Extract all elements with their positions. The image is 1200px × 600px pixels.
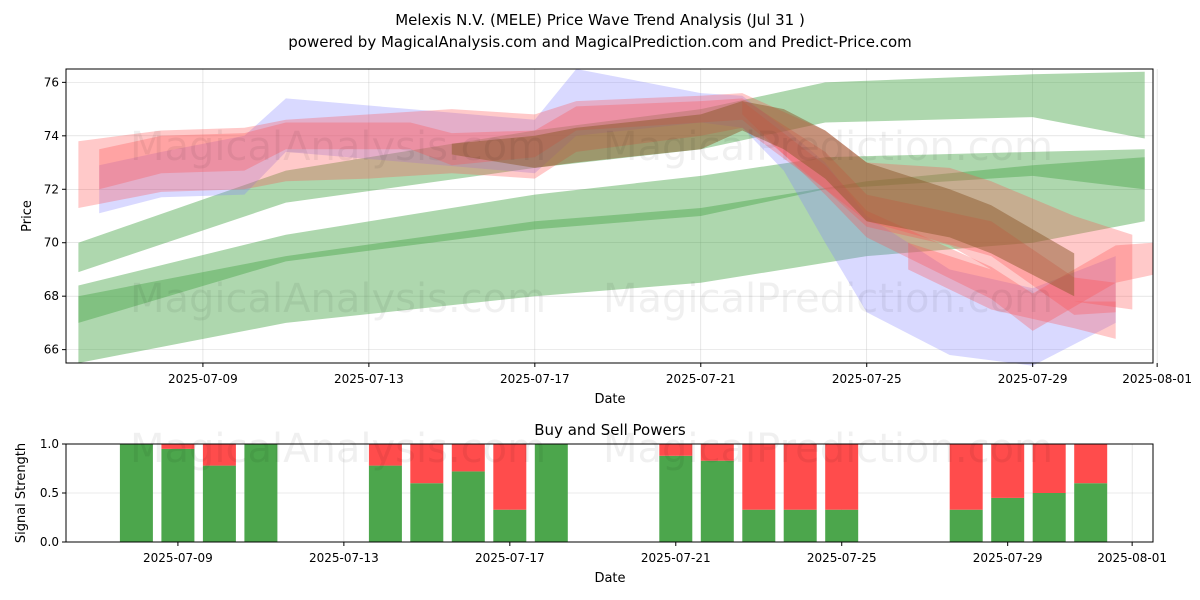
price-band-green-0	[78, 71, 1145, 273]
bottom-y-tick-label: 0.5	[40, 486, 59, 500]
buy-bar	[493, 509, 527, 542]
price-band-green-1	[78, 149, 1145, 323]
bottom-y-tick-label: 1.0	[40, 437, 59, 451]
top-y-ticks: 66 68 70 72 74 76	[44, 75, 66, 357]
sell-bar	[949, 444, 983, 510]
price-band-brown-8	[451, 101, 1075, 297]
top-y-tick-label: 76	[44, 75, 59, 89]
buy-bar	[825, 509, 859, 542]
price-band-red-7	[908, 242, 1116, 339]
sell-bar	[451, 444, 485, 472]
bottom-x-tick-label: 2025-07-25	[807, 551, 877, 565]
watermark-left-upper: MagicalAnalysis.com	[130, 124, 546, 170]
buy-bar	[202, 465, 236, 542]
bottom-x-ticks: 2025-07-09 2025-07-13 2025-07-17 2025-07-21…	[143, 542, 1167, 565]
top-y-tick-label: 66	[44, 343, 59, 357]
buy-bar	[410, 483, 444, 542]
top-x-tick-label: 2025-07-29	[998, 372, 1068, 386]
buy-bar	[368, 465, 402, 542]
top-x-axis-label: Date	[594, 392, 625, 407]
top-plot-frame	[65, 68, 1154, 364]
top-x-tick-label: 2025-07-25	[832, 372, 902, 386]
top-x-tick-label: 2025-07-21	[666, 372, 736, 386]
top-x-tick-label: 2025-07-13	[334, 372, 404, 386]
top-y-tick-label: 70	[44, 236, 59, 250]
buy-bar	[244, 444, 278, 542]
top-y-tick-label: 74	[44, 129, 59, 143]
top-y-tick-label: 68	[44, 289, 59, 303]
sell-bar	[368, 444, 402, 466]
bottom-y-ticks: 0.0 0.5 1.0	[40, 437, 66, 549]
buy-bar	[1074, 483, 1108, 542]
sell-bar	[1032, 444, 1066, 493]
buy-bar	[783, 509, 817, 542]
watermark-right-upper: MagicalPrediction.com	[603, 124, 1053, 170]
sell-bar	[825, 444, 859, 510]
buy-bar	[991, 497, 1025, 542]
bottom-x-tick-label: 2025-07-29	[973, 551, 1043, 565]
sell-bar	[202, 444, 236, 466]
price-band-blue-3	[99, 69, 1116, 366]
sell-bar	[161, 444, 195, 449]
top-x-tick-label: 2025-08-01	[1122, 372, 1192, 386]
bottom-x-tick-label: 2025-07-13	[309, 551, 379, 565]
buy-bar	[742, 509, 776, 542]
sell-bar	[700, 444, 734, 461]
watermark-right-lower: MagicalPrediction.com	[603, 276, 1053, 322]
sell-bar	[659, 444, 693, 456]
top-y-axis-label: Price	[20, 200, 35, 232]
sell-bar	[1074, 444, 1108, 484]
buy-bar	[949, 509, 983, 542]
bottom-x-tick-label: 2025-07-17	[475, 551, 545, 565]
chart-title: Melexis N.V. (MELE) Price Wave Trend Ana…	[395, 11, 805, 29]
watermark-right-bottom: MagicalPrediction.com	[603, 426, 1053, 472]
buy-bar	[451, 471, 485, 542]
price-bands	[78, 69, 1153, 366]
sell-bar	[493, 444, 527, 510]
signal-bars	[119, 444, 1108, 542]
top-x-tick-label: 2025-07-17	[500, 372, 570, 386]
top-watermarks: MagicalAnalysis.com MagicalPrediction.co…	[130, 124, 1053, 322]
watermark-left-lower: MagicalAnalysis.com	[130, 276, 546, 322]
bottom-y-axis-label: Signal Strength	[14, 443, 29, 543]
bottom-x-tick-label: 2025-07-21	[641, 551, 711, 565]
buy-bar	[700, 460, 734, 542]
sell-bar	[742, 444, 776, 510]
buy-bar	[161, 448, 195, 542]
bottom-chart-title: Buy and Sell Powers	[534, 421, 686, 439]
bottom-x-axis-label: Date	[594, 571, 625, 586]
bottom-y-tick-label: 0.0	[40, 535, 59, 549]
bottom-watermarks: MagicalAnalysis.com MagicalPrediction.co…	[130, 426, 1053, 472]
buy-bar	[534, 444, 568, 542]
price-band-red-4	[78, 93, 1133, 310]
buy-bar	[1032, 493, 1066, 542]
bottom-x-tick-label: 2025-07-09	[143, 551, 213, 565]
bottom-x-tick-label: 2025-08-01	[1097, 551, 1167, 565]
buy-bar	[119, 444, 153, 542]
watermark-left-bottom: MagicalAnalysis.com	[130, 426, 546, 472]
sell-bar	[783, 444, 817, 510]
top-y-tick-label: 72	[44, 182, 59, 196]
sell-bar	[991, 444, 1025, 498]
chart-subtitle: powered by MagicalAnalysis.com and Magic…	[288, 33, 912, 51]
buy-bar	[659, 455, 693, 542]
top-x-tick-label: 2025-07-09	[168, 372, 238, 386]
top-x-ticks: 2025-07-09 2025-07-13 2025-07-17 2025-07-21…	[168, 363, 1192, 386]
sell-bar	[410, 444, 444, 484]
